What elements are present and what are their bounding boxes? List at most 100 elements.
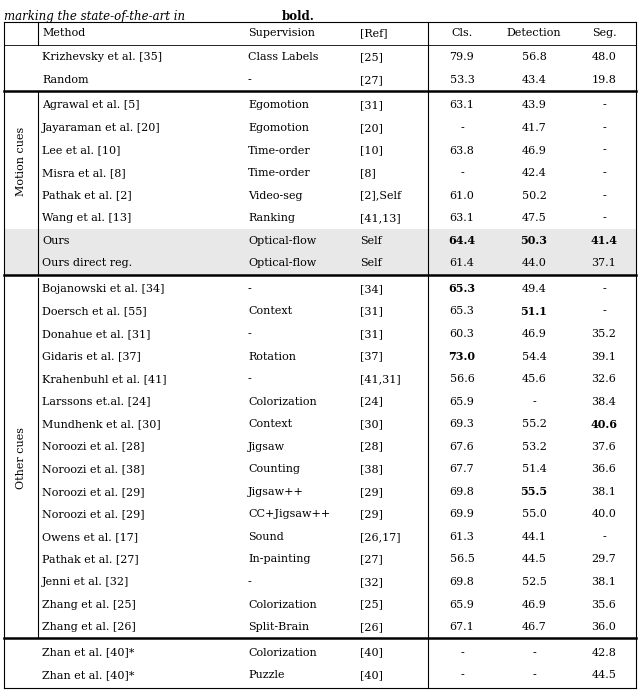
Text: 55.0: 55.0 [522,509,547,520]
Text: 19.8: 19.8 [591,75,616,85]
Text: 73.0: 73.0 [449,351,476,362]
Text: Jayaraman et al. [20]: Jayaraman et al. [20] [42,123,161,133]
Text: Seg.: Seg. [592,28,616,38]
Text: Jenni et al. [32]: Jenni et al. [32] [42,577,129,587]
Bar [4,229,636,252]
Text: Other cues: Other cues [16,427,26,489]
Text: Krizhevsky et al. [35]: Krizhevsky et al. [35] [42,53,162,62]
Text: Noroozi et al. [28]: Noroozi et al. [28] [42,442,145,452]
Text: 65.9: 65.9 [449,397,474,406]
Text: 50.2: 50.2 [522,191,547,200]
Text: Owens et al. [17]: Owens et al. [17] [42,532,138,542]
Text: [29]: [29] [360,487,383,497]
Text: bold.: bold. [282,10,315,23]
Text: [10]: [10] [360,146,383,155]
Text: 54.4: 54.4 [522,352,547,361]
Text: Bojanowski et al. [34]: Bojanowski et al. [34] [42,284,164,294]
Text: 49.4: 49.4 [522,284,547,294]
Text: [32]: [32] [360,577,383,587]
Text: -: - [248,374,252,384]
Text: 79.9: 79.9 [450,53,474,62]
Text: Krahenbuhl et al. [41]: Krahenbuhl et al. [41] [42,374,166,384]
Text: 48.0: 48.0 [591,53,616,62]
Text: Zhang et al. [26]: Zhang et al. [26] [42,622,136,632]
Text: [25]: [25] [360,53,383,62]
Text: 65.3: 65.3 [449,283,476,294]
Text: Noroozi et al. [29]: Noroozi et al. [29] [42,487,145,497]
Text: [26]: [26] [360,622,383,632]
Text: -: - [602,532,606,542]
Text: Noroozi et al. [38]: Noroozi et al. [38] [42,464,145,474]
Text: 55.5: 55.5 [520,486,548,498]
Text: Jigsaw++: Jigsaw++ [248,487,304,497]
Text: 56.6: 56.6 [449,374,474,384]
Text: 35.6: 35.6 [591,600,616,609]
Text: Optical-flow: Optical-flow [248,258,316,268]
Text: 55.2: 55.2 [522,419,547,429]
Text: 56.8: 56.8 [522,53,547,62]
Text: [40]: [40] [360,647,383,658]
Text: -: - [460,168,464,178]
Text: -: - [602,306,606,316]
Text: Counting: Counting [248,464,300,474]
Text: 44.0: 44.0 [522,258,547,268]
Text: [27]: [27] [360,75,383,85]
Text: 41.7: 41.7 [522,123,547,133]
Text: 46.9: 46.9 [522,329,547,339]
Text: 63.1: 63.1 [449,214,474,223]
Text: 60.3: 60.3 [449,329,474,339]
Text: [38]: [38] [360,464,383,474]
Text: Random: Random [42,75,88,85]
Text: 51.4: 51.4 [522,464,547,474]
Text: [20]: [20] [360,123,383,133]
Text: 69.8: 69.8 [449,577,474,587]
Text: 53.2: 53.2 [522,442,547,452]
Text: Sound: Sound [248,532,284,542]
Text: Agrawal et al. [5]: Agrawal et al. [5] [42,100,140,111]
Text: Self: Self [360,236,381,246]
Text: -: - [602,123,606,133]
Text: 38.1: 38.1 [591,577,616,587]
Text: 67.1: 67.1 [450,622,474,632]
Text: 46.7: 46.7 [522,622,547,632]
Text: 29.7: 29.7 [591,554,616,565]
Text: Pathak et al. [2]: Pathak et al. [2] [42,191,132,200]
Text: 39.1: 39.1 [591,352,616,361]
Text: Time-order: Time-order [248,146,311,155]
Text: Egomotion: Egomotion [248,100,309,111]
Text: 40.0: 40.0 [591,509,616,520]
Text: Pathak et al. [27]: Pathak et al. [27] [42,554,139,565]
Text: Lee et al. [10]: Lee et al. [10] [42,146,120,155]
Text: 37.6: 37.6 [591,442,616,452]
Text: Video-seg: Video-seg [248,191,303,200]
Text: Colorization: Colorization [248,600,317,609]
Text: -: - [602,191,606,200]
Text: [37]: [37] [360,352,383,361]
Text: 32.6: 32.6 [591,374,616,384]
Text: Motion cues: Motion cues [16,127,26,196]
Text: 44.1: 44.1 [522,532,547,542]
Text: 36.0: 36.0 [591,622,616,632]
Text: Noroozi et al. [29]: Noroozi et al. [29] [42,509,145,520]
Text: Split-Brain: Split-Brain [248,622,309,632]
Text: -: - [248,577,252,587]
Text: Misra et al. [8]: Misra et al. [8] [42,168,125,178]
Text: -: - [602,214,606,223]
Text: [24]: [24] [360,397,383,406]
Text: Doersch et al. [55]: Doersch et al. [55] [42,306,147,316]
Text: 69.8: 69.8 [449,487,474,497]
Text: 37.1: 37.1 [591,258,616,268]
Text: -: - [602,100,606,111]
Text: Class Labels: Class Labels [248,53,319,62]
Text: -: - [532,670,536,680]
Text: 42.8: 42.8 [591,647,616,658]
Text: -: - [248,284,252,294]
Text: In-painting: In-painting [248,554,310,565]
Text: [28]: [28] [360,442,383,452]
Text: Method: Method [42,28,85,38]
Text: Supervision: Supervision [248,28,315,38]
Text: 64.4: 64.4 [449,235,476,246]
Text: -: - [602,168,606,178]
Text: 46.9: 46.9 [522,146,547,155]
Text: [31]: [31] [360,306,383,316]
